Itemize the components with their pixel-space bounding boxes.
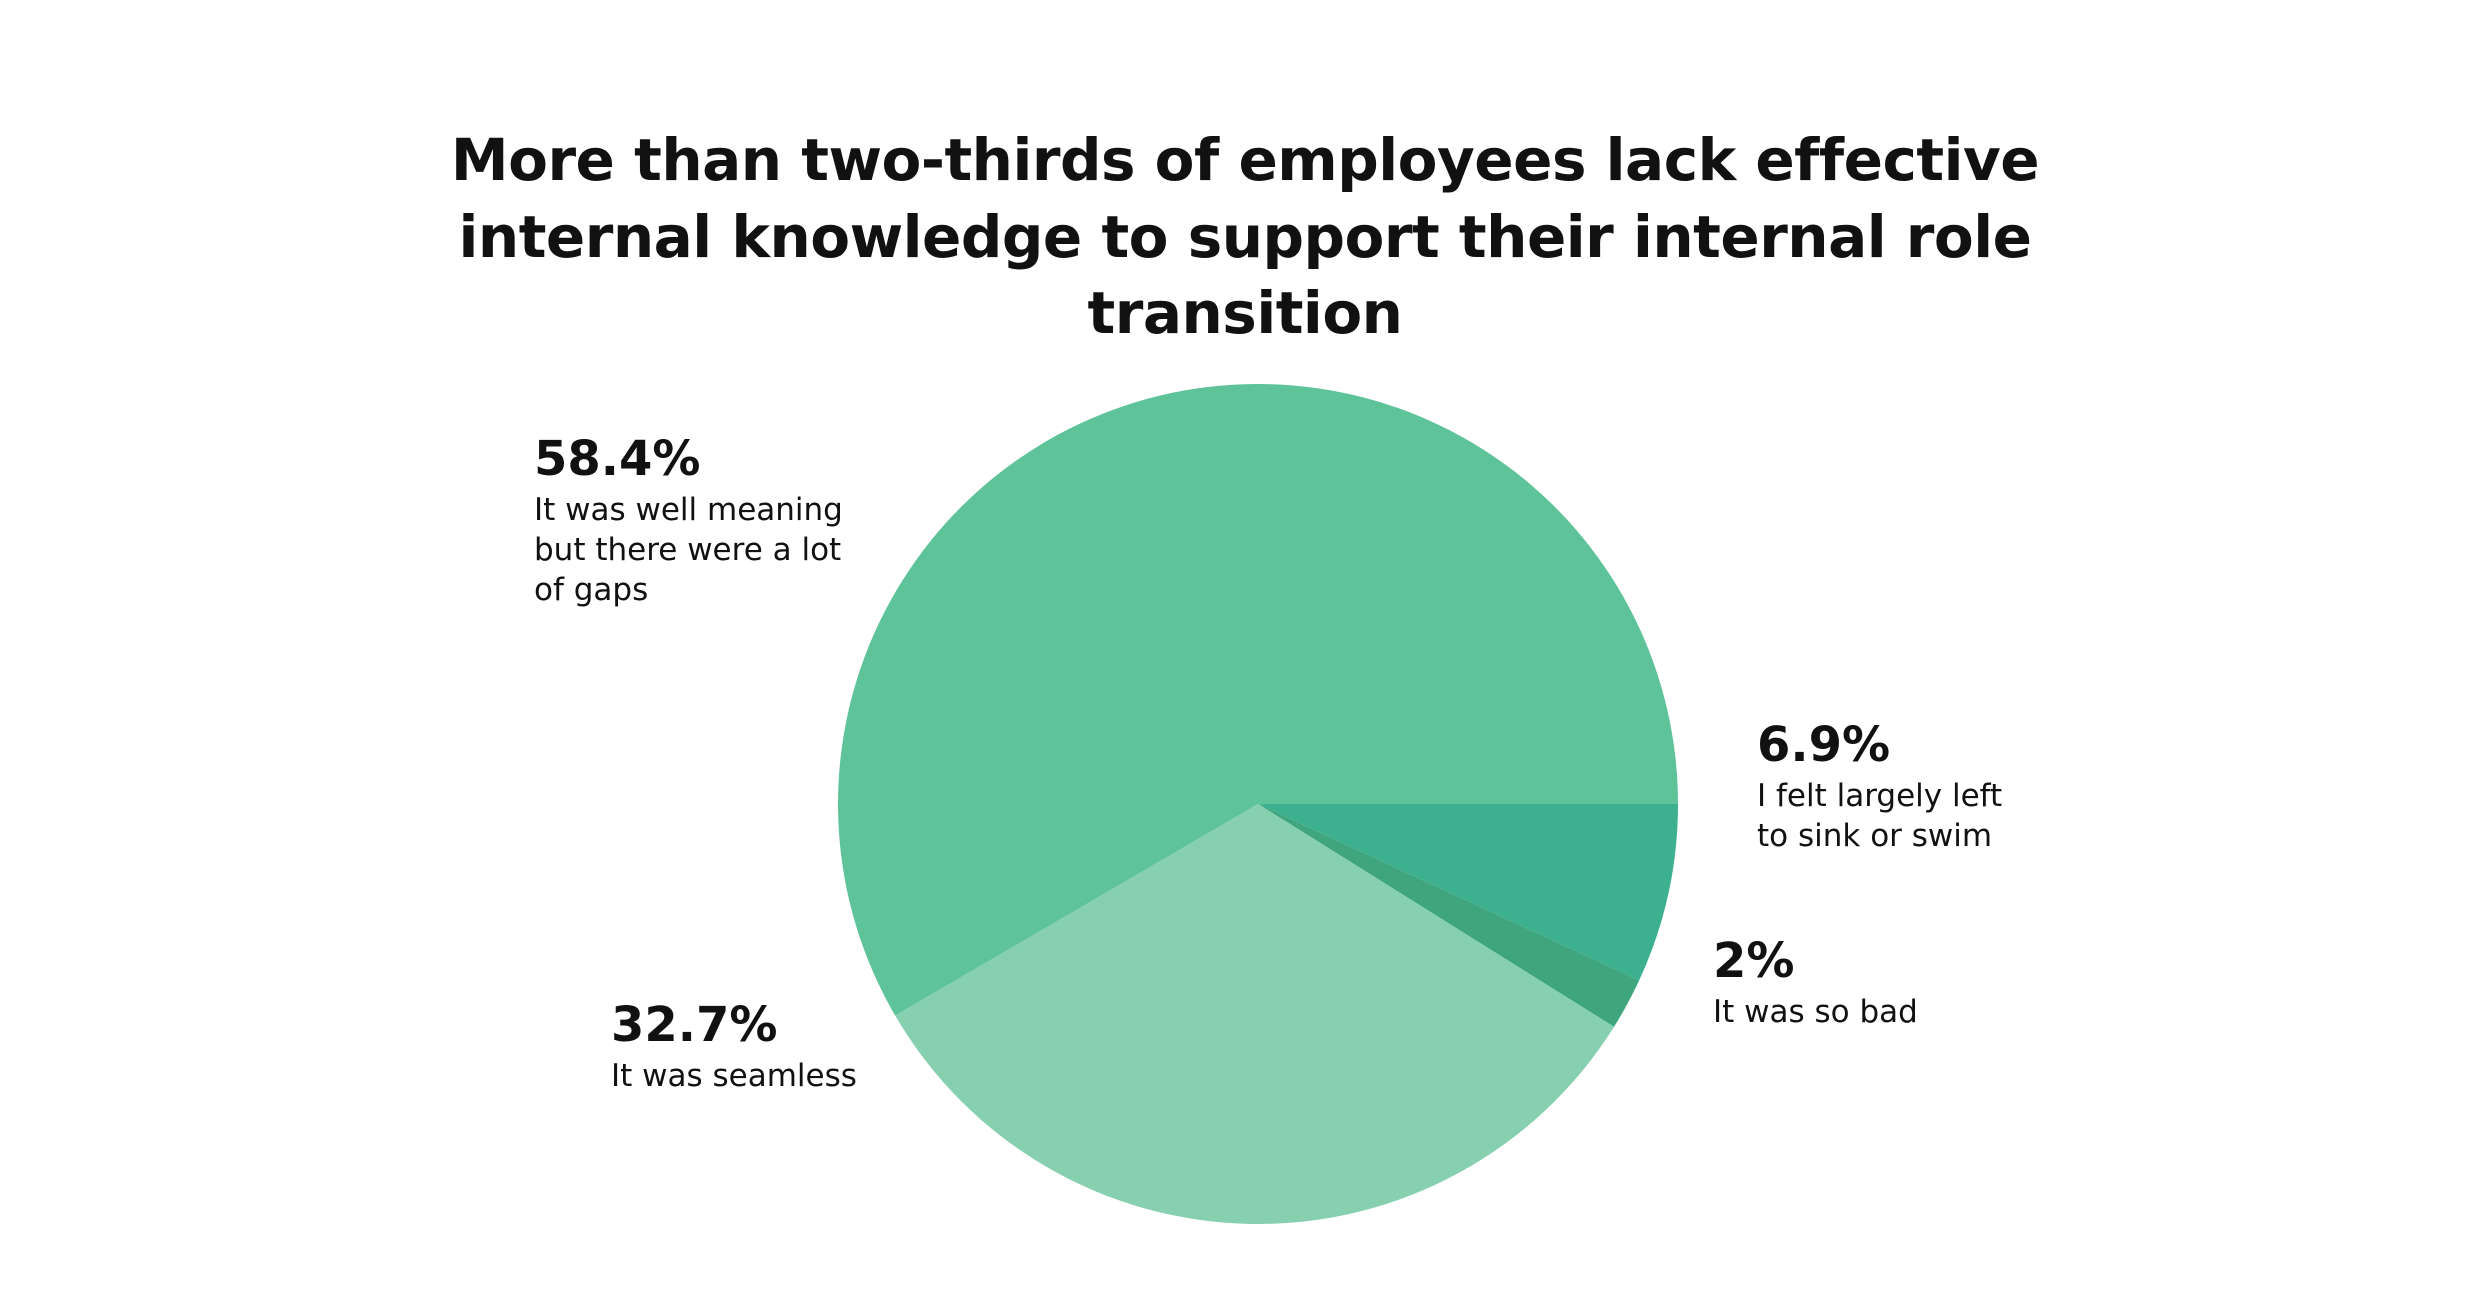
pie-slice (838, 384, 1678, 1016)
slice-label: 6.9% I felt largely left to sink or swim (1757, 719, 2037, 856)
pie-slice (1258, 804, 1678, 981)
value-label: 58.4% (534, 431, 701, 487)
slice-label: 58.4% It was well meaning but there were … (534, 433, 844, 611)
category-label: It was so bad (1713, 993, 1918, 1030)
category-label: I felt largely left to sink or swim (1757, 777, 2003, 855)
value-label: 6.9% (1757, 717, 1891, 773)
value-label: 32.7% (611, 997, 778, 1053)
pie-slice (895, 804, 1615, 1224)
slice-label: 32.7% It was seamless (611, 999, 931, 1096)
category-label: It was seamless (611, 1057, 857, 1094)
chart-title: More than two-thirds of employees lack e… (450, 126, 2040, 348)
value-label: 2% (1713, 933, 1795, 989)
pie-slice (1258, 804, 1640, 1027)
slice-label: 2% It was so bad (1713, 935, 2013, 1032)
category-label: It was well meaning but there were a lot… (534, 491, 843, 609)
